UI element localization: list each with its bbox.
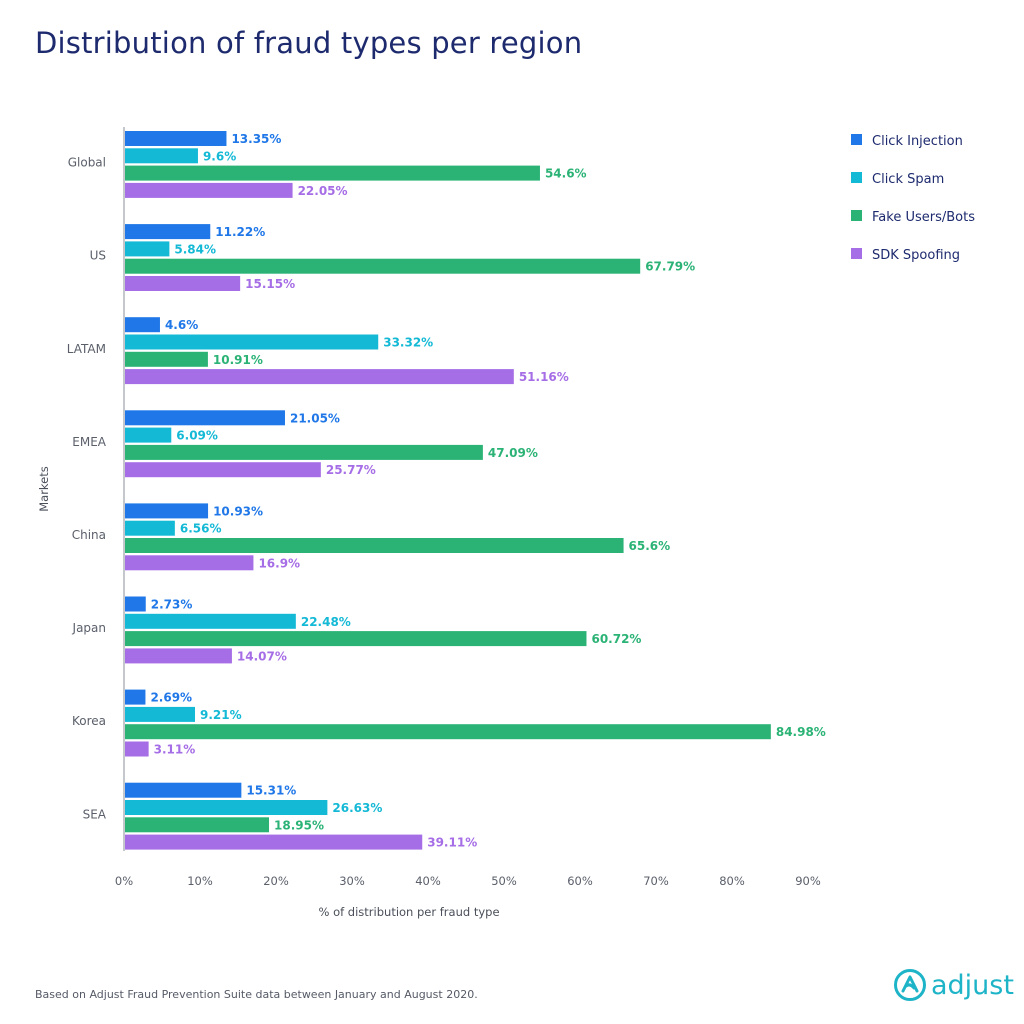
- y-axis-title: Markets: [37, 466, 51, 512]
- bar-us-click-spam: [125, 241, 170, 257]
- bar-latam-fake-users-bots: [125, 351, 208, 367]
- data-label: 9.21%: [200, 708, 242, 722]
- bar-global-sdk-spoofing: [125, 182, 293, 198]
- bar-korea-click-injection: [125, 689, 146, 705]
- bar-korea-click-spam: [125, 706, 195, 722]
- category-label-emea: EMEA: [72, 435, 107, 449]
- data-label: 60.72%: [591, 632, 641, 646]
- category-label-korea: Korea: [72, 714, 106, 728]
- footnote: Based on Adjust Fraud Prevention Suite d…: [35, 988, 478, 1001]
- category-label-global: Global: [68, 156, 106, 170]
- x-tick-label: 20%: [263, 874, 289, 888]
- category-label-china: China: [72, 528, 106, 542]
- legend-label-click-injection: Click Injection: [872, 134, 963, 149]
- data-label: 21.05%: [290, 411, 340, 425]
- data-label: 26.63%: [332, 801, 382, 815]
- bar-china-click-injection: [125, 503, 209, 519]
- data-label: 33.32%: [383, 336, 433, 350]
- data-label: 6.56%: [180, 522, 222, 536]
- data-label: 14.07%: [237, 649, 287, 663]
- data-label: 22.05%: [298, 184, 348, 198]
- data-label: 65.6%: [629, 539, 671, 553]
- adjust-logo-icon: [894, 969, 926, 1001]
- data-label: 54.6%: [545, 167, 587, 181]
- bar-china-sdk-spoofing: [125, 555, 254, 571]
- x-tick-label: 30%: [339, 874, 365, 888]
- legend-label-sdk-spoofing: SDK Spoofing: [872, 248, 960, 263]
- legend-label-fake-users-bots: Fake Users/Bots: [872, 210, 975, 225]
- x-tick-label: 10%: [187, 874, 213, 888]
- data-label: 4.6%: [165, 318, 198, 332]
- legend-swatch-sdk-spoofing: [851, 248, 862, 259]
- x-tick-label: 70%: [643, 874, 669, 888]
- category-label-us: US: [90, 249, 106, 263]
- category-label-japan: Japan: [72, 621, 106, 635]
- bar-japan-sdk-spoofing: [125, 648, 232, 664]
- x-tick-label: 60%: [567, 874, 593, 888]
- bar-korea-fake-users-bots: [125, 724, 771, 740]
- bar-global-fake-users-bots: [125, 165, 540, 181]
- chart-title: Distribution of fraud types per region: [35, 26, 583, 60]
- data-label: 6.09%: [176, 429, 218, 443]
- bar-latam-click-injection: [125, 317, 160, 333]
- bar-us-fake-users-bots: [125, 258, 641, 274]
- x-tick-label: 40%: [415, 874, 441, 888]
- bar-japan-fake-users-bots: [125, 631, 587, 647]
- legend-swatch-click-injection: [851, 134, 862, 145]
- bar-sea-click-injection: [125, 782, 242, 798]
- data-label: 10.93%: [213, 504, 263, 518]
- category-label-latam: LATAM: [67, 342, 106, 356]
- bar-japan-click-injection: [125, 596, 146, 612]
- data-label: 10.91%: [213, 353, 263, 367]
- x-tick-label: 50%: [491, 874, 517, 888]
- bar-us-sdk-spoofing: [125, 276, 241, 291]
- logo-text: adjust: [931, 969, 1014, 1001]
- bar-china-click-spam: [125, 520, 175, 536]
- legend-swatch-click-spam: [851, 172, 862, 183]
- bar-latam-sdk-spoofing: [125, 369, 514, 385]
- bar-emea-click-injection: [125, 410, 285, 426]
- adjust-logo: adjust: [893, 968, 1014, 1002]
- data-label: 11.22%: [215, 225, 265, 239]
- data-label: 2.69%: [150, 691, 192, 705]
- data-label: 22.48%: [301, 615, 351, 629]
- x-tick-label: 80%: [719, 874, 745, 888]
- bar-sea-click-spam: [125, 800, 328, 815]
- data-label: 15.15%: [245, 277, 295, 291]
- data-label: 84.98%: [776, 725, 826, 739]
- data-label: 15.31%: [246, 784, 296, 798]
- bar-china-fake-users-bots: [125, 538, 624, 553]
- bar-global-click-injection: [125, 131, 227, 146]
- data-label: 67.79%: [645, 260, 695, 274]
- category-label-sea: SEA: [83, 807, 107, 821]
- data-label: 9.6%: [203, 149, 236, 163]
- data-label: 47.09%: [488, 446, 538, 460]
- data-label: 18.95%: [274, 818, 324, 832]
- data-label: 16.9%: [258, 556, 300, 570]
- bar-japan-click-spam: [125, 613, 296, 629]
- bar-us-click-injection: [125, 224, 211, 240]
- x-tick-label: 90%: [795, 874, 821, 888]
- data-label: 25.77%: [326, 463, 376, 477]
- bar-sea-sdk-spoofing: [125, 834, 423, 850]
- x-axis-title: % of distribution per fraud type: [318, 905, 499, 919]
- bar-emea-click-spam: [125, 427, 172, 443]
- bar-korea-sdk-spoofing: [125, 741, 149, 757]
- bar-emea-sdk-spoofing: [125, 462, 321, 478]
- data-label: 51.16%: [519, 370, 569, 384]
- data-label: 13.35%: [231, 132, 281, 146]
- bar-emea-fake-users-bots: [125, 444, 483, 460]
- bar-latam-click-spam: [125, 334, 379, 350]
- data-label: 39.11%: [427, 836, 477, 850]
- legend-swatch-fake-users-bots: [851, 210, 862, 221]
- data-label: 3.11%: [154, 743, 196, 757]
- data-label: 2.73%: [151, 598, 193, 612]
- x-tick-label: 0%: [115, 874, 133, 888]
- legend-label-click-spam: Click Spam: [872, 172, 944, 187]
- data-label: 5.84%: [174, 242, 216, 256]
- bar-global-click-spam: [125, 148, 198, 164]
- bar-sea-fake-users-bots: [125, 817, 270, 833]
